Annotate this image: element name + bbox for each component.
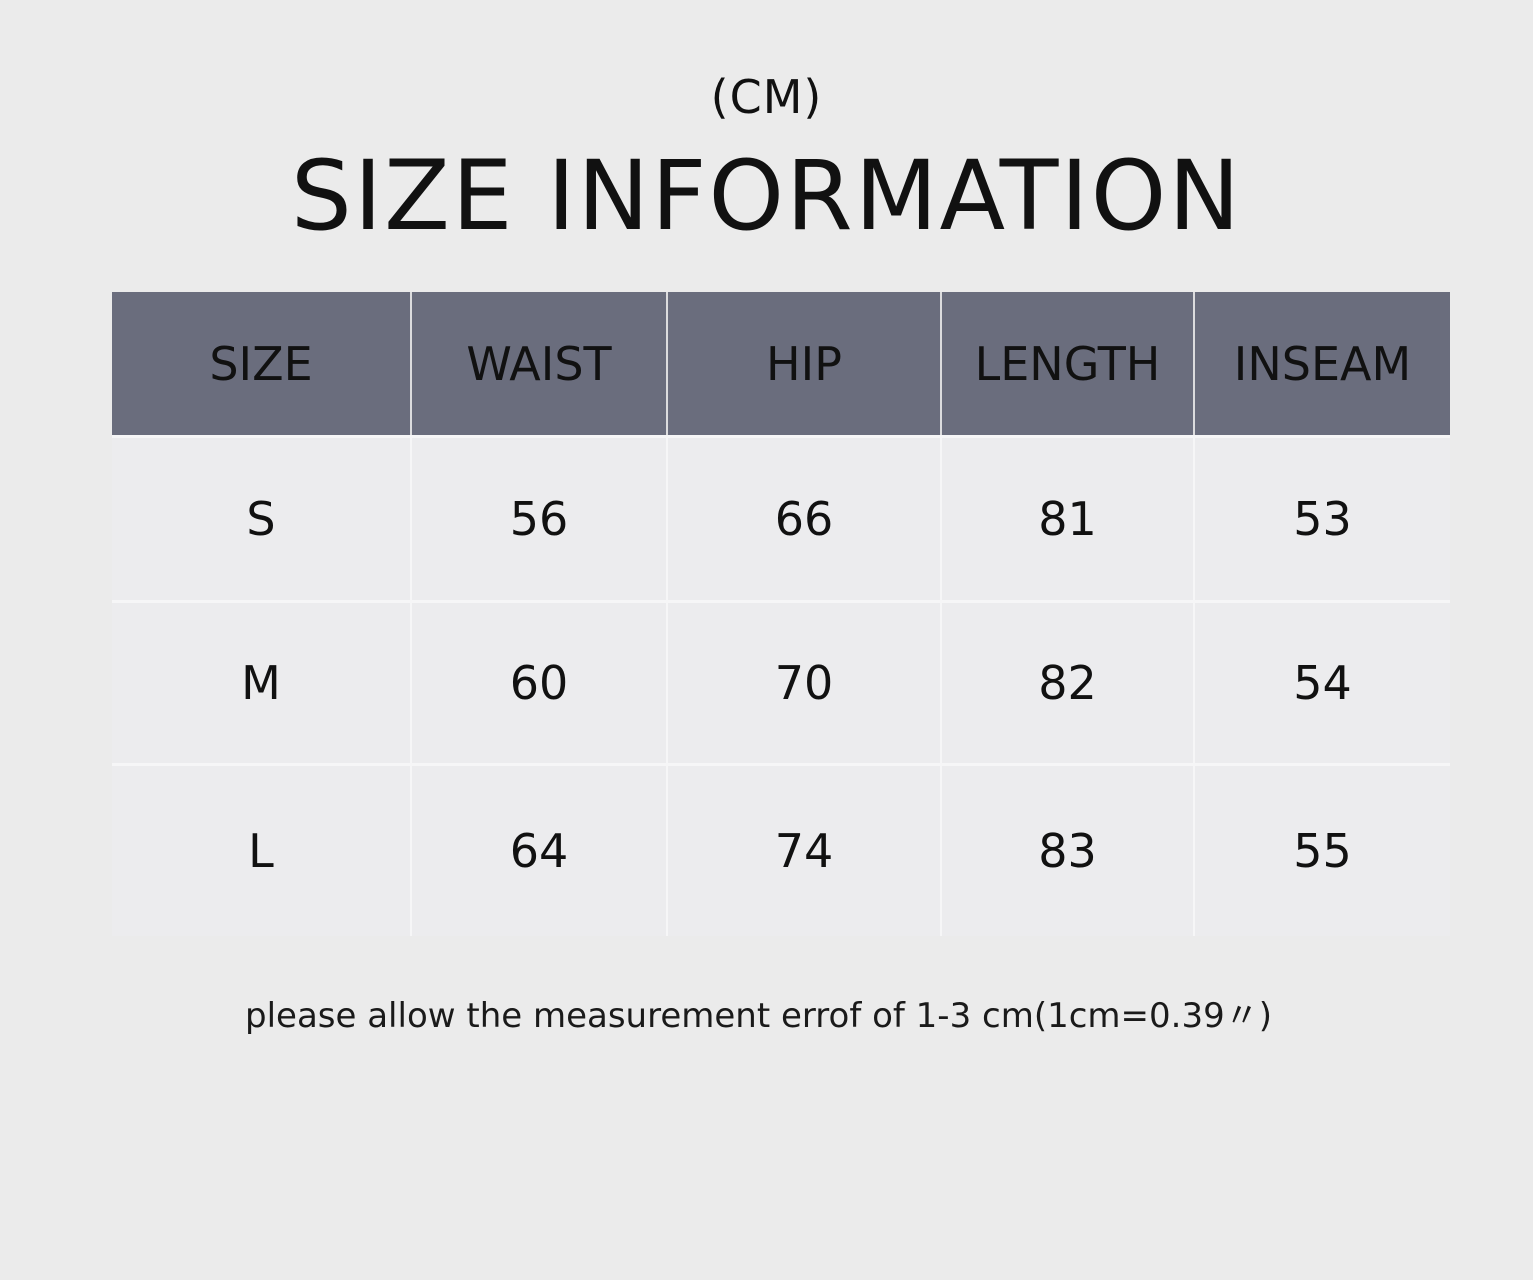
measurement-note: please allow the measurement errof of 1-… — [245, 996, 1272, 1036]
cell-length: 82 — [941, 600, 1195, 765]
cell-inseam: 55 — [1194, 763, 1450, 936]
cell-hip: 66 — [667, 435, 942, 602]
cell-hip: 74 — [667, 763, 942, 936]
header-size: SIZE — [112, 292, 412, 437]
cell-waist: 56 — [411, 435, 668, 602]
cell-waist: 60 — [411, 600, 668, 765]
cell-size: S — [112, 435, 412, 602]
cell-size: L — [112, 763, 412, 936]
table-row: L 64 74 83 55 — [112, 763, 1450, 936]
cell-length: 81 — [941, 435, 1195, 602]
table-row: M 60 70 82 54 — [112, 600, 1450, 765]
unit-label: (CM) — [710, 70, 823, 124]
page-title: SIZE INFORMATION — [290, 140, 1243, 252]
size-table: SIZE WAIST HIP LENGTH INSEAM S 56 66 81 … — [112, 292, 1450, 936]
cell-hip: 70 — [667, 600, 942, 765]
header-hip: HIP — [667, 292, 942, 437]
cell-inseam: 53 — [1194, 435, 1450, 602]
header-length: LENGTH — [941, 292, 1195, 437]
header-waist: WAIST — [411, 292, 668, 437]
table-header-row: SIZE WAIST HIP LENGTH INSEAM — [112, 292, 1450, 437]
header-inseam: INSEAM — [1194, 292, 1450, 437]
table-row: S 56 66 81 53 — [112, 435, 1450, 602]
cell-waist: 64 — [411, 763, 668, 936]
cell-inseam: 54 — [1194, 600, 1450, 765]
cell-size: M — [112, 600, 412, 765]
cell-length: 83 — [941, 763, 1195, 936]
